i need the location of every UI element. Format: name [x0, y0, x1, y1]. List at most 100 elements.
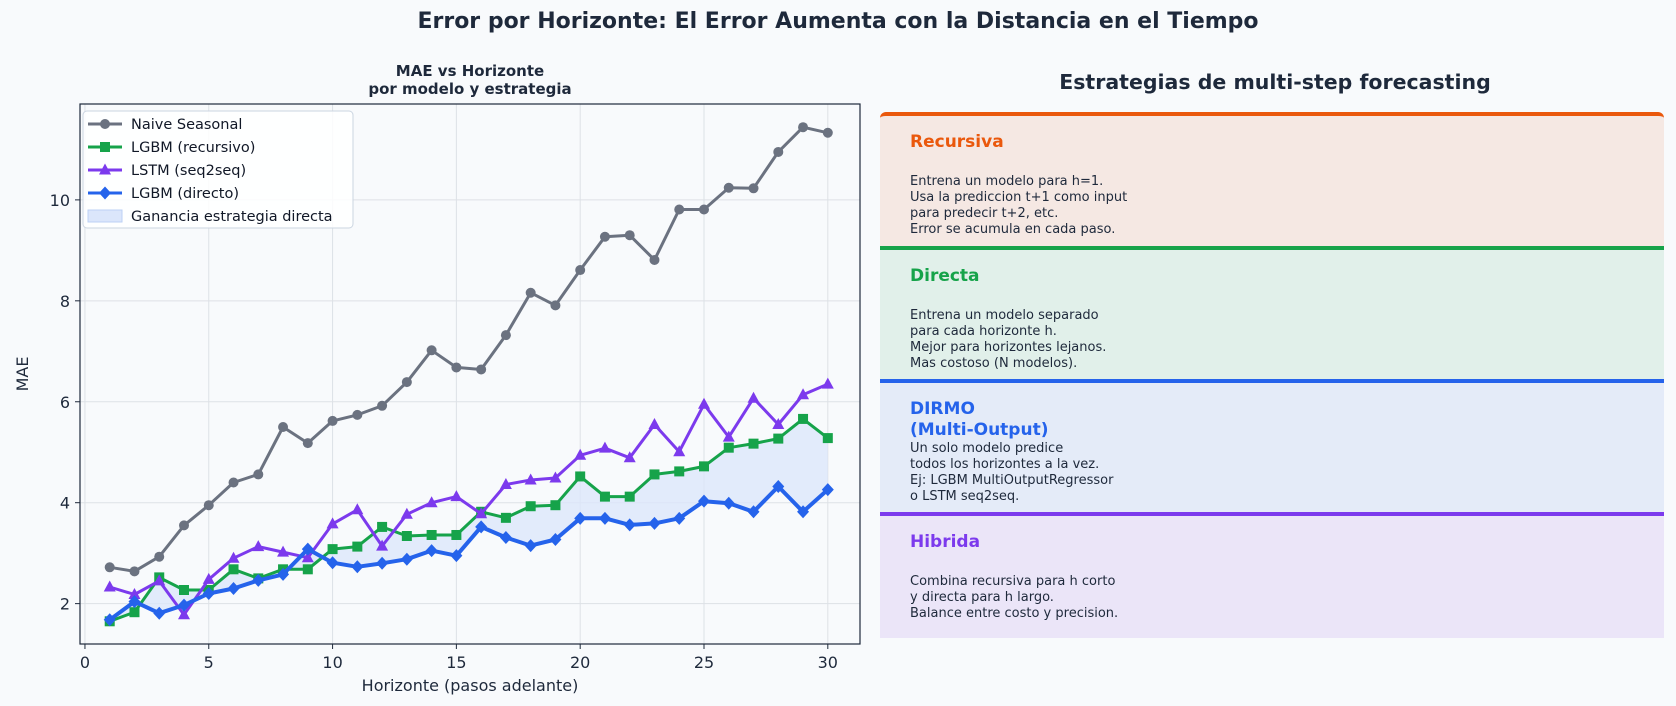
chart-title: por modelo y estrategia — [368, 80, 571, 98]
data-point — [699, 461, 709, 472]
strategy-description: Entrena un modelo separado para cada hor… — [910, 308, 1107, 371]
data-point — [450, 549, 463, 563]
x-tick-label: 0 — [80, 653, 90, 672]
data-point — [128, 595, 141, 609]
data-point — [203, 500, 214, 511]
data-point — [624, 230, 635, 241]
strategies-panel-title: Estrategias de multi-step forecasting — [1059, 70, 1491, 94]
data-point — [252, 540, 265, 552]
data-point — [377, 400, 388, 411]
legend-label: Ganancia estrategia directa — [131, 209, 333, 225]
data-point — [400, 552, 413, 566]
data-point — [599, 491, 610, 502]
data-point — [475, 507, 488, 519]
data-point — [747, 391, 760, 403]
data-point — [649, 469, 660, 480]
data-point — [574, 511, 587, 525]
data-point — [253, 469, 264, 480]
data-point — [327, 544, 338, 555]
data-point — [202, 587, 215, 601]
data-point — [674, 466, 685, 477]
data-point — [476, 364, 487, 375]
mae-line-chart: 0 5 10 15 20 25 30 2 4 6 8 10 Horizonte (pasos adela… — [13, 62, 861, 695]
data-point — [103, 580, 116, 592]
strategy-card-recursiva: Recursiva Entrena un modelo para h=1. Us… — [880, 112, 1664, 248]
data-point — [277, 567, 290, 581]
series-lgbm-directo — [103, 480, 834, 627]
series-naive-seasonal — [104, 122, 833, 577]
data-point — [575, 265, 586, 276]
data-point — [227, 551, 240, 563]
data-point — [698, 397, 710, 409]
data-point — [153, 606, 166, 620]
data-point — [773, 146, 784, 157]
data-point — [673, 445, 686, 457]
data-point — [301, 542, 314, 556]
data-point — [278, 421, 289, 432]
data-point — [574, 448, 587, 460]
data-point — [128, 588, 141, 600]
data-point — [99, 186, 111, 200]
data-point — [722, 430, 735, 442]
x-tick-label: 25 — [694, 653, 714, 672]
data-point — [549, 471, 562, 483]
data-point — [648, 516, 661, 530]
x-tick-label: 15 — [446, 653, 466, 672]
data-point — [351, 560, 364, 574]
legend-fill-swatch — [87, 209, 123, 223]
legend-label: LGBM (recursivo) — [131, 140, 255, 156]
data-point — [451, 529, 462, 540]
data-point — [698, 494, 710, 508]
data-point — [129, 566, 140, 577]
data-point — [674, 204, 685, 215]
data-point — [202, 572, 215, 584]
data-point — [499, 531, 512, 545]
data-point — [524, 539, 537, 553]
y-tick-label: 6 — [60, 393, 70, 412]
axes-frame — [79, 103, 861, 645]
legend-label: LSTM (seq2seq) — [131, 163, 246, 179]
data-point — [178, 608, 190, 620]
data-point — [228, 477, 239, 488]
data-point — [598, 511, 611, 525]
data-point — [525, 287, 536, 298]
data-point — [228, 564, 239, 575]
data-point — [723, 182, 734, 193]
chart-legend: Naive Seasonal LGBM (recursivo) LSTM (seq2… — [82, 110, 354, 229]
data-point — [104, 562, 115, 573]
legend-label: LGBM (directo) — [131, 186, 239, 202]
strategy-title: Hibrida — [910, 532, 981, 552]
data-point — [722, 496, 735, 510]
data-point — [425, 544, 438, 558]
data-point — [599, 231, 610, 242]
data-point — [648, 417, 661, 429]
data-point — [301, 551, 314, 563]
data-point — [798, 122, 809, 133]
data-point — [179, 520, 189, 531]
data-point — [797, 505, 810, 519]
data-point — [598, 441, 611, 453]
y-tick-label: 2 — [60, 595, 70, 614]
data-point — [400, 507, 413, 519]
data-point — [748, 183, 759, 194]
strategy-title: Recursiva — [910, 132, 1004, 152]
data-point — [748, 438, 759, 449]
y-tick-label: 8 — [60, 292, 70, 311]
data-point — [401, 377, 412, 388]
data-point — [352, 541, 363, 552]
data-point — [252, 573, 265, 587]
data-point — [821, 483, 834, 497]
legend-label: Naive Seasonal — [131, 117, 242, 133]
data-point — [623, 518, 636, 532]
data-point — [103, 613, 116, 627]
data-point — [798, 413, 809, 424]
strategy-title: DIRMO (Multi-Output) — [910, 399, 1049, 440]
data-point — [747, 505, 760, 519]
x-tick-label: 20 — [570, 653, 590, 672]
x-tick-label: 30 — [818, 653, 838, 672]
data-point — [351, 503, 364, 515]
y-tick-label: 4 — [60, 494, 70, 513]
chart-title: MAE vs Horizonte — [396, 62, 544, 80]
data-point — [475, 520, 488, 534]
data-point — [153, 574, 166, 586]
